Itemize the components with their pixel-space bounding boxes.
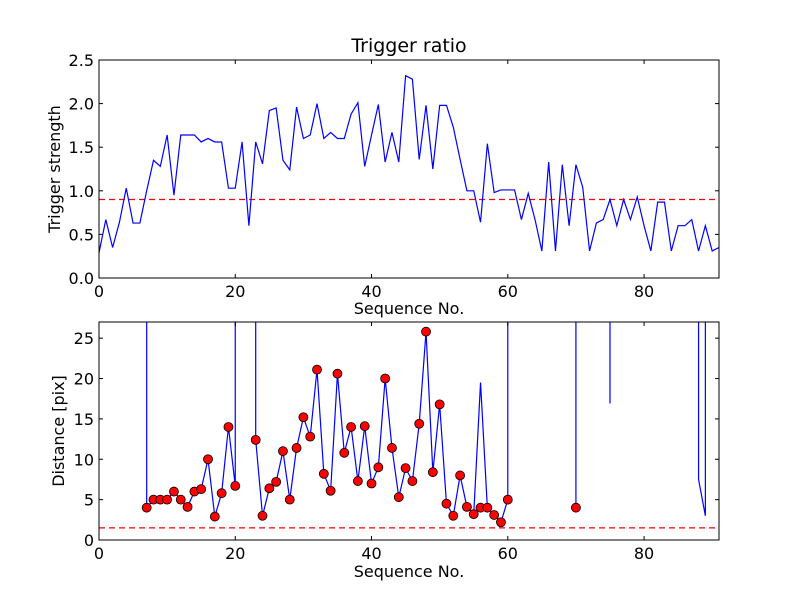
y-tick-label: 5: [84, 491, 94, 510]
data-point: [257, 510, 268, 521]
y-axis-label: Distance [pix]: [49, 375, 68, 487]
x-tick-label: 80: [634, 282, 654, 301]
data-point: [353, 476, 363, 486]
data-point: [359, 421, 370, 432]
data-point: [271, 476, 282, 487]
y-tick-label: 1.5: [69, 138, 94, 157]
data-point: [278, 446, 288, 457]
x-tick-label: 60: [498, 282, 518, 301]
data-point: [482, 502, 493, 513]
data-point: [393, 492, 404, 503]
y-tick-label: 25: [74, 329, 94, 348]
plot-content: [99, 74, 719, 253]
data-point: [230, 481, 241, 491]
y-tick-label: 15: [74, 410, 94, 429]
y-tick-label: 20: [74, 370, 94, 389]
data-point: [312, 364, 322, 375]
data-point: [264, 483, 275, 494]
distance-chart: 0 20 40 60 80 0 5 10 15 20 25 Sequence No. Distanc…: [49, 321, 720, 581]
x-axis-label: Sequence No.: [354, 562, 465, 581]
data-point: [346, 422, 356, 432]
plot-background: [99, 60, 719, 278]
trigger-ratio-chart: Trigger ratio 0 20 40 60 80 0.0 0.5 1.0 1.5 2.0 2.…: [45, 35, 720, 318]
series-line: [697, 322, 706, 516]
data-point: [209, 511, 220, 522]
series-line: [99, 74, 719, 253]
data-point: [400, 463, 411, 474]
data-point: [489, 510, 500, 520]
data-point: [448, 510, 459, 521]
top-plot-area: 0 20 40 60 80 0.0 0.5 1.0 1.5 2.0 2.5: [69, 51, 720, 301]
data-point: [468, 509, 479, 520]
plot-background: [99, 322, 719, 540]
chart-title: Trigger ratio: [350, 35, 466, 57]
data-point: [421, 326, 431, 337]
data-point: [427, 467, 438, 478]
data-point: [339, 447, 350, 458]
data-point: [496, 517, 506, 528]
series-line: [255, 322, 509, 524]
y-tick-label: 0.0: [69, 269, 94, 288]
data-point: [325, 485, 336, 496]
data-point: [407, 476, 418, 486]
data-point: [332, 368, 343, 379]
data-point: [455, 470, 465, 481]
data-point: [175, 494, 186, 505]
data-point: [462, 501, 472, 512]
data-point: [502, 494, 513, 505]
plot-content: [99, 322, 719, 529]
y-tick-label: 2.5: [69, 51, 94, 70]
data-point: [291, 443, 302, 453]
x-tick-label: 80: [634, 544, 654, 563]
data-point: [223, 422, 234, 432]
y-tick-label: 1.0: [69, 182, 94, 201]
plot-frame: [98, 321, 720, 541]
data-point: [434, 399, 445, 410]
data-point: [571, 502, 581, 513]
bottom-plot-area: 0 20 40 60 80 0 5 10 15 20 25: [74, 321, 720, 563]
y-axis-label: Trigger strength: [45, 105, 64, 234]
data-point: [216, 488, 227, 499]
y-tick-label: 2.0: [69, 95, 94, 114]
y-tick-label: 10: [74, 450, 94, 469]
x-tick-label: 0: [94, 544, 104, 563]
x-tick-label: 60: [498, 544, 518, 563]
data-point: [387, 443, 397, 453]
data-point: [250, 434, 261, 445]
data-point: [182, 501, 193, 512]
data-point: [441, 498, 452, 509]
x-tick-label: 20: [225, 544, 245, 563]
data-point: [141, 502, 152, 513]
y-tick-label: 0.5: [69, 225, 94, 244]
data-point: [373, 462, 384, 473]
data-point: [414, 418, 425, 429]
x-axis-label: Sequence No.: [354, 299, 465, 318]
x-tick-label: 20: [225, 282, 245, 301]
data-point: [162, 494, 173, 505]
data-point: [298, 412, 309, 423]
data-point: [169, 486, 179, 497]
plot-frame: [98, 59, 720, 279]
data-point: [366, 478, 377, 489]
x-tick-label: 40: [361, 544, 381, 563]
data-point: [203, 454, 213, 465]
x-tick-label: 40: [361, 282, 381, 301]
data-point: [305, 431, 316, 442]
y-tick-label: 0: [84, 531, 94, 550]
data-point: [196, 484, 207, 495]
x-tick-label: 0: [94, 282, 104, 301]
data-point: [318, 468, 329, 479]
data-point: [284, 494, 295, 505]
data-point: [380, 373, 391, 384]
